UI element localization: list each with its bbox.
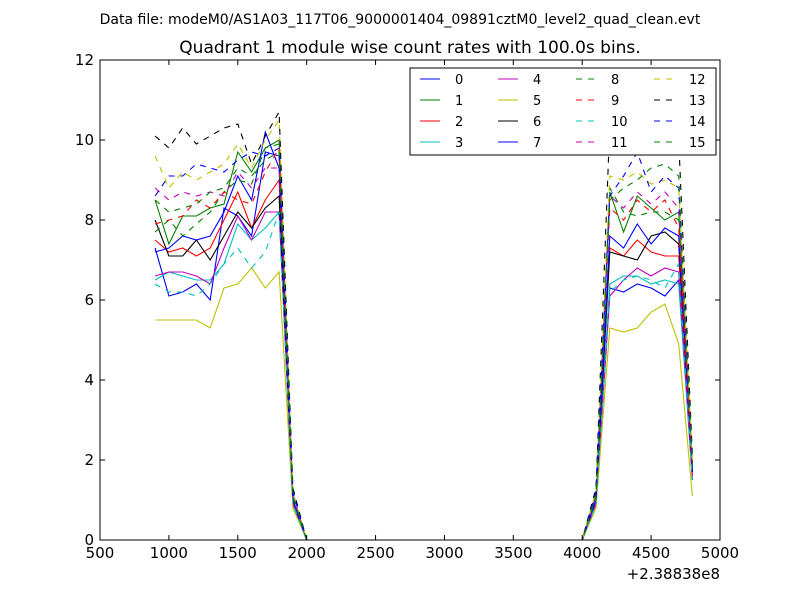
series-line-6 — [154, 194, 693, 541]
figure-suptitle: Data file: modeM0/AS1A03_117T06_90000014… — [100, 12, 701, 28]
x-tick-label: 500 — [86, 544, 115, 562]
legend-label-12: 12 — [689, 73, 706, 88]
x-offset-label: +2.38838e8 — [627, 565, 720, 583]
legend-label-3: 3 — [455, 136, 463, 151]
x-tick-label: 2000 — [288, 544, 326, 562]
legend-label-14: 14 — [689, 115, 706, 130]
legend-label-1: 1 — [455, 94, 463, 109]
legend-label-11: 11 — [611, 136, 628, 151]
series-line-8 — [154, 143, 693, 541]
y-tick-label: 12 — [75, 51, 94, 69]
legend-label-2: 2 — [455, 115, 463, 130]
series-line-1 — [154, 139, 693, 541]
series-line-10 — [154, 211, 693, 541]
legend-label-5: 5 — [533, 94, 541, 109]
legend-label-15: 15 — [689, 136, 706, 151]
series-line-11 — [154, 167, 693, 541]
series-line-2 — [154, 178, 693, 541]
plot-area — [99, 59, 721, 541]
chart-title: Quadrant 1 module wise count rates with … — [179, 38, 640, 58]
x-tick-label: 1500 — [219, 544, 257, 562]
legend-label-9: 9 — [611, 94, 619, 109]
y-tick-label: 6 — [84, 291, 94, 309]
y-tick-label: 2 — [84, 451, 94, 469]
y-tick-label: 10 — [75, 131, 94, 149]
series-line-5 — [155, 267, 693, 541]
series-line-4 — [154, 211, 693, 541]
legend-label-6: 6 — [533, 115, 541, 130]
series-line-9 — [154, 146, 693, 541]
series-line-12 — [154, 118, 693, 541]
series-line-14 — [154, 147, 693, 541]
legend-label-10: 10 — [611, 115, 628, 130]
y-tick-label: 0 — [84, 531, 94, 549]
x-tick-label: 1000 — [150, 544, 188, 562]
y-tick-label: 4 — [84, 371, 94, 389]
legend-label-0: 0 — [455, 73, 463, 88]
legend-label-4: 4 — [533, 73, 541, 88]
legend-label-7: 7 — [533, 136, 541, 151]
x-tick-label: 4000 — [563, 544, 601, 562]
x-tick-label: 5000 — [701, 544, 739, 562]
x-tick-label: 3500 — [494, 544, 532, 562]
x-tick-label: 2500 — [356, 544, 394, 562]
y-tick-label: 8 — [84, 211, 94, 229]
x-tick-label: 4500 — [632, 544, 670, 562]
legend-label-8: 8 — [611, 73, 619, 88]
series-line-15 — [154, 151, 693, 541]
legend-label-13: 13 — [689, 94, 706, 109]
x-tick-label: 3000 — [425, 544, 463, 562]
series-line-3 — [154, 210, 693, 541]
legend-box — [409, 67, 717, 156]
series-line-0 — [154, 151, 693, 541]
